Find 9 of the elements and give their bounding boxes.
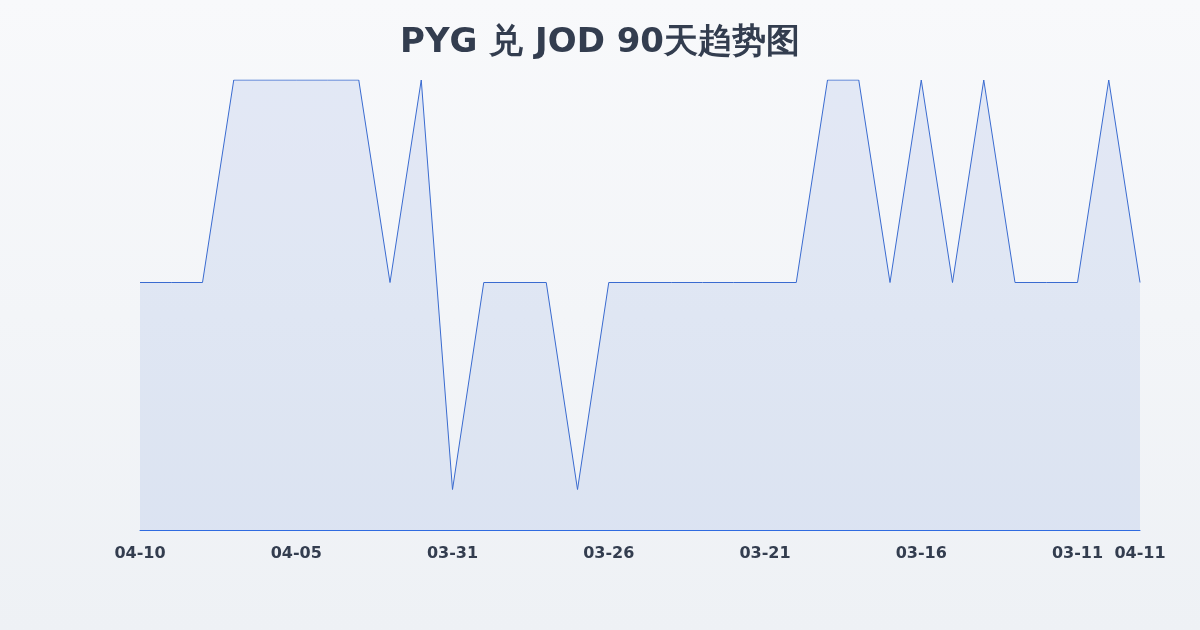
- x-tick-label: 03-16: [895, 542, 947, 562]
- x-tick-label: 04-11: [1114, 542, 1166, 562]
- x-tick-label: 03-26: [583, 542, 635, 562]
- x-tick-label: 03-31: [426, 542, 479, 562]
- x-tick-label: 03-11: [1051, 542, 1104, 562]
- chart-title: PYG 兑 JOD 90天趋势图: [399, 20, 801, 60]
- x-tick-label: 04-05: [270, 542, 322, 562]
- x-tick-label: 03-21: [739, 542, 791, 562]
- x-tick-label: 04-10: [114, 542, 166, 562]
